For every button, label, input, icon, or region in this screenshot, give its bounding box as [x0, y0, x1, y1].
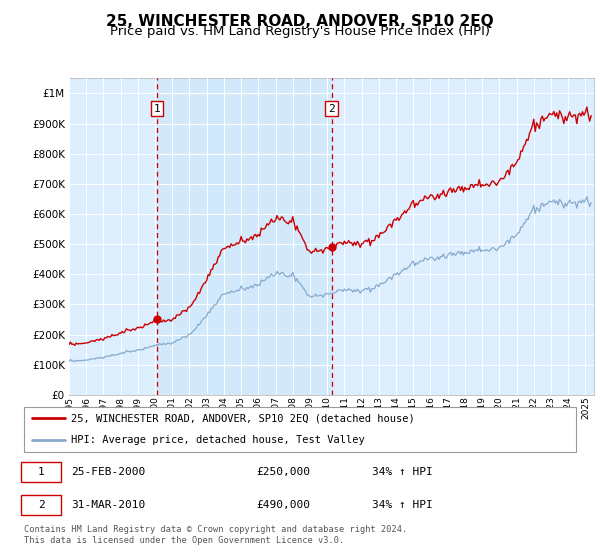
- Text: HPI: Average price, detached house, Test Valley: HPI: Average price, detached house, Test…: [71, 435, 365, 445]
- Text: Price paid vs. HM Land Registry's House Price Index (HPI): Price paid vs. HM Land Registry's House …: [110, 25, 490, 39]
- Text: 1: 1: [38, 467, 44, 477]
- Text: Contains HM Land Registry data © Crown copyright and database right 2024.
This d: Contains HM Land Registry data © Crown c…: [24, 525, 407, 545]
- Text: 1: 1: [154, 104, 161, 114]
- Text: 25, WINCHESTER ROAD, ANDOVER, SP10 2EQ (detached house): 25, WINCHESTER ROAD, ANDOVER, SP10 2EQ (…: [71, 413, 415, 423]
- Bar: [157, 78, 332, 395]
- Text: 2: 2: [328, 104, 335, 114]
- FancyBboxPatch shape: [21, 495, 61, 515]
- FancyBboxPatch shape: [24, 407, 576, 452]
- Text: £490,000: £490,000: [256, 500, 310, 510]
- Text: 2: 2: [38, 500, 44, 510]
- FancyBboxPatch shape: [21, 462, 61, 482]
- Text: 25, WINCHESTER ROAD, ANDOVER, SP10 2EQ: 25, WINCHESTER ROAD, ANDOVER, SP10 2EQ: [106, 14, 494, 29]
- Text: 31-MAR-2010: 31-MAR-2010: [71, 500, 145, 510]
- Text: £250,000: £250,000: [256, 467, 310, 477]
- Text: 34% ↑ HPI: 34% ↑ HPI: [372, 467, 433, 477]
- Text: 25-FEB-2000: 25-FEB-2000: [71, 467, 145, 477]
- Text: 34% ↑ HPI: 34% ↑ HPI: [372, 500, 433, 510]
